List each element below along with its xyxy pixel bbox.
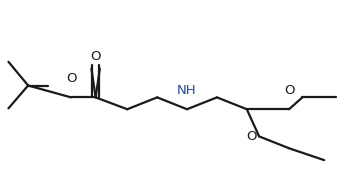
Text: O: O <box>246 130 256 143</box>
Text: O: O <box>90 50 101 63</box>
Text: O: O <box>66 72 76 85</box>
Text: O: O <box>284 84 294 97</box>
Text: NH: NH <box>177 83 197 96</box>
